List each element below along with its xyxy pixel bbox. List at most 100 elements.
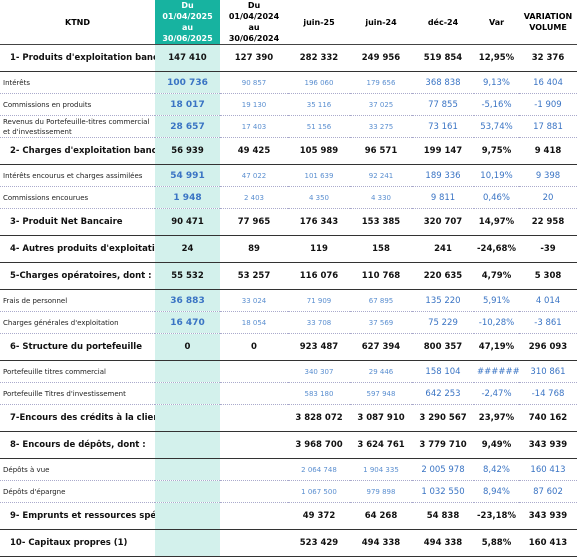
cell: 64 268	[350, 502, 412, 530]
cell: 343 939	[519, 431, 577, 459]
cell: -3 861	[519, 311, 577, 334]
cell: 67 895	[350, 289, 412, 312]
row-label: 1- Produits d'exploitation bancaire	[0, 44, 155, 72]
cell: 8,94%	[474, 480, 519, 503]
cell: 1 032 550	[412, 480, 474, 503]
cell: -23,18%	[474, 502, 519, 530]
column-header: Var	[474, 0, 519, 45]
column-header: KTND	[0, 0, 155, 45]
cell: 127 390	[220, 44, 288, 72]
cell: 583 180	[288, 382, 350, 405]
cell: 627 394	[350, 333, 412, 361]
table-row: Charges générales d'exploitation 16 470 18…	[0, 311, 577, 334]
cell: 340 307	[288, 360, 350, 383]
cell: 53,74%	[474, 115, 519, 138]
cell: 119	[288, 235, 350, 263]
cell	[220, 529, 288, 557]
cell: 96 571	[350, 137, 412, 165]
table-row: Portefeuille Titres d'investissement 583 …	[0, 382, 577, 405]
cell: 158 104	[412, 360, 474, 383]
cell	[220, 458, 288, 481]
cell: 33 024	[220, 289, 288, 312]
row-label: 9- Emprunts et ressources spéciales	[0, 502, 155, 530]
cell: 29 446	[350, 360, 412, 383]
cell: 33 708	[288, 311, 350, 334]
cell	[155, 382, 220, 405]
cell: 110 768	[350, 262, 412, 290]
cell: #######	[474, 360, 519, 383]
table-row: 1- Produits d'exploitation bancaire147 4…	[0, 44, 577, 72]
table-row: Intérêts 100 736 90 857 196 060 179 656 368 8…	[0, 71, 577, 94]
header-row: KTND Du 01/04/2025 au 30/06/2025 Du 01/04/…	[0, 0, 577, 45]
cell: 8,42%	[474, 458, 519, 481]
cell	[155, 431, 220, 459]
cell: 18 017	[155, 93, 220, 116]
cell: 77 855	[412, 93, 474, 116]
cell: 1 948	[155, 186, 220, 209]
column-header: VARIATION VOLUME	[519, 0, 577, 45]
row-label: Portefeuille Titres d'investissement	[0, 382, 155, 405]
row-label: 7-Encours des crédits à la clientèle	[0, 404, 155, 432]
cell: 597 948	[350, 382, 412, 405]
cell: 740 162	[519, 404, 577, 432]
cell: 923 487	[288, 333, 350, 361]
cell: 189 336	[412, 164, 474, 187]
cell: -14 768	[519, 382, 577, 405]
cell: 0	[220, 333, 288, 361]
cell: -24,68%	[474, 235, 519, 263]
table-row: Frais de personnel 36 883 33 024 71 909 67 8…	[0, 289, 577, 312]
cell: 310 861	[519, 360, 577, 383]
cell: 73 161	[412, 115, 474, 138]
cell: 343 939	[519, 502, 577, 530]
cell: 5,88%	[474, 529, 519, 557]
cell: 1 067 500	[288, 480, 350, 503]
row-label: 4- Autres produits d'exploitation	[0, 235, 155, 263]
cell	[220, 360, 288, 383]
cell: 90 857	[220, 71, 288, 94]
table-row: 10- Capitaux propres (1) 523 429 494 338 49…	[0, 529, 577, 557]
row-label: Charges générales d'exploitation	[0, 311, 155, 334]
cell: 5,91%	[474, 289, 519, 312]
cell: 24	[155, 235, 220, 263]
cell: 47,19%	[474, 333, 519, 361]
cell: 9 811	[412, 186, 474, 209]
row-label: Frais de personnel	[0, 289, 155, 312]
cell: 9,75%	[474, 137, 519, 165]
cell: -10,28%	[474, 311, 519, 334]
cell: 519 854	[412, 44, 474, 72]
cell: 153 385	[350, 208, 412, 236]
cell: 3 968 700	[288, 431, 350, 459]
cell: 71 909	[288, 289, 350, 312]
cell: 979 898	[350, 480, 412, 503]
cell: 199 147	[412, 137, 474, 165]
row-label: Commissions encourues	[0, 186, 155, 209]
cell: 249 956	[350, 44, 412, 72]
cell: 5 308	[519, 262, 577, 290]
cell: 494 338	[350, 529, 412, 557]
cell: 22 958	[519, 208, 577, 236]
cell: 4 330	[350, 186, 412, 209]
row-label: 8- Encours de dépôts, dont :	[0, 431, 155, 459]
cell: 296 093	[519, 333, 577, 361]
row-label: Intérêts encourus et charges assimilées	[0, 164, 155, 187]
cell: 3 087 910	[350, 404, 412, 432]
cell: 179 656	[350, 71, 412, 94]
cell	[155, 480, 220, 503]
cell	[220, 382, 288, 405]
cell: 54 991	[155, 164, 220, 187]
table-row: 8- Encours de dépôts, dont : 3 968 700 3 6…	[0, 431, 577, 459]
cell: 55 532	[155, 262, 220, 290]
cell	[220, 480, 288, 503]
row-label: Commissions en produits	[0, 93, 155, 116]
cell: 90 471	[155, 208, 220, 236]
table-row: 7-Encours des crédits à la clientèle 3 82…	[0, 404, 577, 432]
column-header: déc-24	[412, 0, 474, 45]
row-label: 3- Produit Net Bancaire	[0, 208, 155, 236]
table-row: Dépôts à vue 2 064 748 1 904 335 2 005 978 8…	[0, 458, 577, 481]
row-label: Portefeuille titres commercial	[0, 360, 155, 383]
cell: 4 350	[288, 186, 350, 209]
table-row: Intérêts encourus et charges assimilées 5…	[0, 164, 577, 187]
cell: 800 357	[412, 333, 474, 361]
cell: 2 005 978	[412, 458, 474, 481]
